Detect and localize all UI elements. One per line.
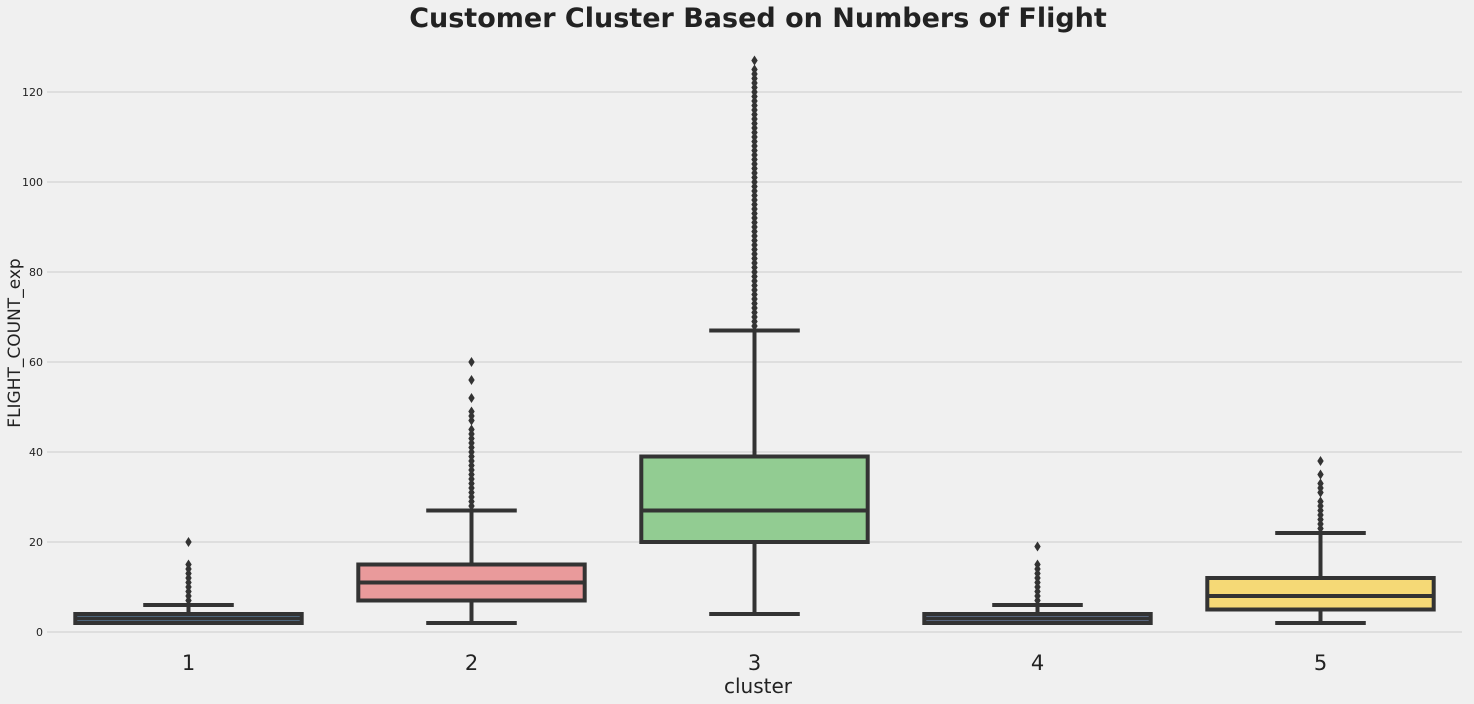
box-group-5 [1205,456,1436,625]
box-group-2 [356,357,587,625]
y-tick-label-120: 120 [22,86,43,99]
y-tick-label-0: 0 [36,626,43,639]
y-axis-label: FLIGHT_COUNT_exp [5,258,25,427]
outlier-point-4-8 [1034,559,1041,570]
outlier-point-5-11 [1317,456,1324,466]
outlier-point-5-10 [1317,469,1324,480]
y-tick-label-20: 20 [29,536,43,549]
outlier-point-4-9 [1034,541,1041,552]
x-tick-label-4: 4 [1031,651,1044,675]
box-group-4 [922,541,1153,625]
y-tick-labels: 0 20 40 60 80 100 120 [22,86,43,639]
y-tick-label-40: 40 [29,446,43,459]
outlier-point-3-58 [751,55,758,66]
y-tick-label-100: 100 [22,176,43,189]
y-tick-label-80: 80 [29,266,43,279]
chart-title: Customer Cluster Based on Numbers of Fli… [409,3,1107,34]
outlier-point-2-23 [468,357,475,367]
outlier-point-2-22 [468,375,475,385]
outlier-point-2-17 [468,424,475,435]
x-tick-label-5: 5 [1314,651,1327,675]
outlier-point-1-8 [185,559,192,570]
box-3 [639,454,870,544]
box-group-1 [73,537,304,625]
y-tick-label-60: 60 [29,356,43,369]
x-tick-label-2: 2 [465,651,478,675]
outlier-point-2-21 [468,393,475,403]
x-tick-label-1: 1 [182,651,195,675]
x-axis-label: cluster [724,674,793,698]
outlier-point-3-57 [751,64,758,75]
boxes [73,55,1436,625]
outlier-point-5-6 [1317,496,1324,507]
outlier-point-2-20 [468,406,475,417]
x-tick-labels: 1 2 3 4 5 [182,651,1327,675]
box-group-3 [639,55,870,616]
box-5 [1205,576,1436,612]
outlier-point-1-9 [185,537,192,547]
outlier-point-5-9 [1317,478,1324,489]
x-tick-label-3: 3 [748,651,761,675]
